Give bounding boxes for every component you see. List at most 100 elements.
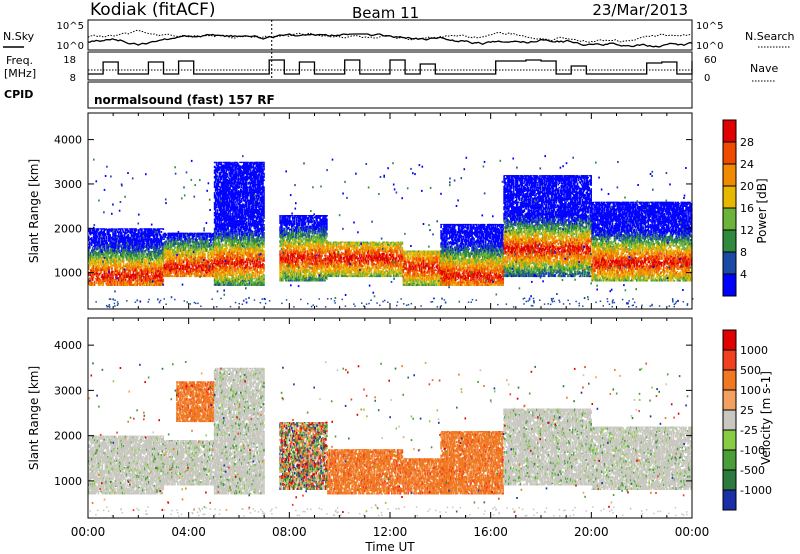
echo-cell (98, 276, 100, 277)
echo-cell (99, 240, 101, 243)
echo-cell (240, 195, 242, 197)
echo-cell (147, 273, 149, 275)
echo-cell (232, 167, 234, 168)
echo-cell (181, 237, 183, 238)
echo-cell (163, 228, 165, 229)
echo-cell (176, 258, 178, 260)
echo-cell (243, 181, 245, 183)
echo-cell (91, 245, 93, 247)
echo-cell (132, 257, 134, 259)
echo-cell (156, 266, 158, 268)
echo-cell (135, 252, 137, 253)
echo-cell (116, 256, 118, 259)
echo-cell (119, 250, 121, 252)
echo-cell (221, 285, 223, 286)
echo-cell (105, 239, 107, 240)
echo-cell (105, 233, 107, 236)
echo-cell (159, 229, 161, 232)
echo-cell (203, 271, 205, 273)
echo-cell (109, 234, 111, 237)
echo-cell (170, 237, 172, 239)
echo-cell (213, 256, 215, 257)
echo-cell (232, 213, 234, 215)
echo-cell (141, 229, 143, 232)
echo-cell (152, 258, 154, 261)
echo-cell (163, 281, 165, 282)
echo-cell (218, 197, 220, 199)
echo-cell (194, 236, 196, 237)
echo-cell (161, 261, 163, 264)
noise-panel: N.Sky 10^5 10^0 10^5 10^0 N.Search (3, 20, 795, 52)
echo-cell (96, 256, 98, 257)
echo-cell (116, 260, 118, 262)
echo-cell (136, 279, 138, 282)
echo-cell (249, 236, 251, 238)
noise-traces (88, 30, 692, 46)
echo-cell (153, 272, 155, 274)
echo-cell (248, 271, 250, 273)
echo-cell (103, 285, 105, 286)
echo-cell (244, 246, 246, 247)
echo-cell (256, 247, 258, 249)
echo-cell (92, 247, 94, 249)
echo-cell (256, 273, 258, 274)
echo-cell (117, 283, 119, 284)
echo-cell (128, 234, 130, 235)
power-echoes (88, 155, 694, 308)
echo-cell (101, 265, 103, 266)
echo-cell (159, 244, 161, 245)
echo-cell (256, 219, 258, 220)
echo-cell (183, 261, 185, 263)
echo-cell (140, 248, 142, 250)
echo-cell (234, 269, 236, 271)
echo-cell (191, 256, 193, 258)
echo-cell (243, 175, 245, 176)
echo-cell (207, 235, 209, 238)
nave-tick-top: 60 (704, 55, 717, 66)
echo-cell (217, 209, 219, 211)
nsky-label: N.Sky (3, 30, 35, 43)
echo-cell (227, 212, 229, 214)
echo-cell (94, 283, 96, 286)
echo-cell (111, 267, 113, 269)
echo-cell (252, 278, 254, 281)
echo-cell (128, 272, 130, 274)
echo-cell (199, 253, 201, 256)
echo-cell (97, 273, 99, 275)
echo-cell (239, 232, 241, 233)
echo-cell (235, 170, 237, 171)
echo-cell (119, 271, 121, 274)
echo-cell (180, 276, 182, 277)
echo-cell (234, 271, 236, 272)
echo-cell (218, 230, 220, 232)
echo-cell (190, 242, 192, 245)
echo-cell (234, 204, 236, 206)
echo-cell (250, 221, 252, 222)
echo-cell (242, 212, 244, 214)
echo-cell (233, 201, 235, 202)
echo-cell (142, 249, 144, 250)
echo-cell (165, 234, 167, 236)
echo-cell (235, 201, 237, 204)
station-title: Kodiak (fitACF) (90, 0, 216, 20)
echo-cell (252, 232, 254, 234)
echo-cell (107, 274, 109, 277)
echo-cell (93, 277, 95, 279)
echo-cell (104, 236, 106, 237)
echo-cell (226, 173, 228, 175)
echo-cell (144, 285, 146, 286)
echo-cell (165, 240, 167, 242)
echo-cell (254, 261, 256, 264)
echo-cell (219, 269, 221, 271)
echo-cell (96, 232, 98, 234)
echo-cell (214, 192, 216, 194)
echo-cell (245, 237, 247, 239)
echo-cell (148, 241, 150, 243)
echo-cell (157, 278, 159, 280)
echo-cell (249, 206, 251, 209)
echo-cell (225, 170, 227, 173)
echo-cell (175, 238, 177, 240)
echo-cell (220, 244, 222, 247)
echo-cell (221, 179, 223, 180)
echo-cell (161, 264, 163, 266)
